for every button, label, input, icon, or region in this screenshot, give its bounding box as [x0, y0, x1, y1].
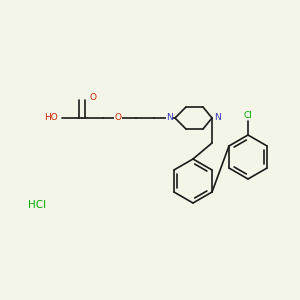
Text: N: N [166, 113, 173, 122]
Text: O: O [90, 94, 97, 103]
Text: O: O [115, 113, 122, 122]
Text: Cl: Cl [244, 110, 252, 119]
Text: HO: HO [44, 113, 58, 122]
Text: N: N [214, 113, 221, 122]
Text: HCl: HCl [28, 200, 46, 210]
